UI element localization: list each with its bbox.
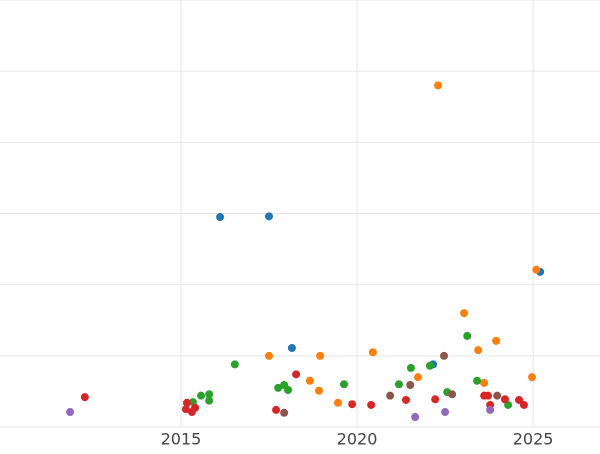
point — [386, 391, 395, 400]
point — [411, 413, 420, 422]
point — [280, 408, 289, 417]
point — [265, 351, 274, 360]
point — [493, 391, 502, 400]
point — [431, 395, 440, 404]
point — [434, 81, 443, 90]
point — [473, 376, 482, 385]
point — [368, 348, 377, 357]
point — [292, 370, 301, 379]
point — [394, 380, 403, 389]
point — [216, 213, 225, 222]
point — [230, 360, 239, 369]
point — [406, 363, 415, 372]
point — [316, 351, 325, 360]
point — [528, 373, 537, 382]
point — [492, 336, 501, 345]
point — [484, 391, 493, 400]
point — [205, 396, 214, 405]
point — [448, 390, 457, 399]
point — [474, 346, 483, 355]
point — [265, 212, 274, 221]
point — [287, 344, 296, 353]
point — [413, 373, 422, 382]
x-tick-label: 2015 — [161, 430, 202, 449]
point — [441, 408, 450, 417]
x-tick-label: 2025 — [513, 430, 554, 449]
point — [274, 383, 283, 392]
point — [284, 385, 293, 394]
point — [181, 405, 190, 414]
point — [334, 398, 343, 407]
point — [480, 378, 489, 387]
point — [191, 403, 200, 412]
point — [401, 395, 410, 404]
point — [367, 400, 376, 409]
point — [425, 361, 434, 370]
point — [315, 386, 324, 395]
x-tick-label: 2020 — [337, 430, 378, 449]
point — [348, 400, 357, 409]
point — [340, 380, 349, 389]
point — [197, 391, 206, 400]
point — [80, 393, 89, 402]
point — [460, 309, 469, 318]
point — [500, 395, 509, 404]
point — [66, 408, 75, 417]
point — [205, 390, 214, 399]
point — [486, 405, 495, 414]
point — [515, 395, 524, 404]
point — [182, 398, 191, 407]
point — [463, 331, 472, 340]
point — [272, 405, 281, 414]
point — [406, 381, 415, 390]
point — [305, 376, 314, 385]
point — [440, 351, 449, 360]
point — [532, 265, 541, 274]
point — [519, 400, 528, 409]
